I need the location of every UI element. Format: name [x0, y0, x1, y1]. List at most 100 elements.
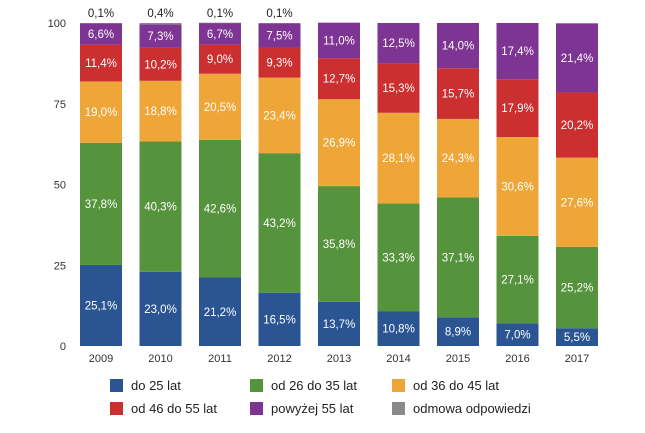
- data-label-2016-0: 7,0%: [504, 330, 530, 342]
- data-label-2010-4: 7,3%: [147, 31, 173, 43]
- data-label-2015-3: 15,7%: [442, 89, 475, 101]
- data-label-2011-4: 6,7%: [207, 29, 233, 41]
- legend-item-odmowa-odpowiedzi: odmowa odpowiedzi: [392, 399, 531, 417]
- data-label-2013-3: 12,7%: [323, 74, 356, 86]
- data-label-2012-2: 23,4%: [263, 110, 296, 122]
- y-tick-label: 75: [54, 99, 66, 111]
- bar-segment-2012-5: [258, 23, 301, 24]
- bar-segment-2009-1: [80, 142, 122, 265]
- legend-item-od-26-do-35-lat: od 26 do 35 lat: [250, 376, 357, 394]
- bar-segment-2011-4: [199, 23, 241, 45]
- bar-segment-2016-4: [496, 23, 539, 80]
- data-label-2016-1: 27,1%: [501, 275, 534, 287]
- data-label-2011-5: 0,1%: [207, 8, 233, 20]
- data-label-2016-2: 30,6%: [501, 181, 534, 193]
- data-label-2017-4: 21,4%: [561, 53, 594, 65]
- legend-item-powyzej-55-lat: powyżej 55 lat: [250, 399, 353, 417]
- y-tick-label: 50: [54, 180, 66, 192]
- legend-label: od 46 do 55 lat: [131, 400, 218, 416]
- x-tick-label: 2014: [386, 353, 410, 365]
- bar-segment-2016-2: [496, 137, 539, 236]
- data-label-2017-1: 25,2%: [561, 283, 594, 295]
- legend-item-od-36-do-45-lat: od 36 do 45 lat: [392, 376, 499, 394]
- x-tick-label: 2016: [505, 353, 529, 365]
- data-label-2011-0: 21,2%: [204, 307, 237, 319]
- bar-segment-2016-1: [496, 235, 539, 324]
- x-tick-label: 2012: [267, 353, 291, 365]
- legend-swatch: [250, 378, 263, 392]
- bar-segment-2017-1: [556, 246, 598, 329]
- bar-segment-2013-4: [318, 22, 360, 59]
- data-label-2013-1: 35,8%: [323, 239, 356, 251]
- bar-segment-2009-3: [80, 44, 122, 82]
- data-label-2015-4: 14,0%: [442, 41, 475, 53]
- data-label-2014-1: 33,3%: [382, 252, 415, 264]
- bar-segment-2017-2: [556, 157, 598, 247]
- bar-segment-2014-0: [377, 311, 420, 346]
- bar-segment-2012-0: [258, 292, 301, 346]
- y-tick-label: 25: [54, 260, 66, 272]
- bar-segment-2010-3: [139, 47, 182, 81]
- legend: do 25 lat od 26 do 35 lat od 36 do 45 la…: [0, 368, 645, 428]
- bar-segment-2015-3: [437, 68, 479, 119]
- bar-segment-2013-1: [318, 186, 360, 302]
- data-label-2012-1: 43,2%: [263, 218, 296, 230]
- legend-label: od 36 do 45 lat: [413, 377, 500, 393]
- data-label-2009-2: 19,0%: [85, 107, 118, 119]
- data-label-2009-3: 11,4%: [85, 58, 117, 70]
- bar-segment-2009-0: [80, 264, 122, 346]
- legend-swatch: [250, 401, 263, 415]
- legend-item-do-25-lat: do 25 lat: [110, 376, 181, 394]
- bar-segment-2014-3: [377, 63, 420, 113]
- bar-segment-2017-4: [556, 23, 598, 93]
- bar-segment-2011-5: [199, 22, 241, 24]
- bar-segment-2009-5: [80, 23, 122, 24]
- legend-swatch: [110, 378, 123, 392]
- data-label-2012-4: 7,5%: [266, 30, 292, 42]
- bar-segment-2012-2: [258, 77, 301, 154]
- data-label-2010-0: 23,0%: [144, 304, 177, 316]
- data-label-2009-0: 25,1%: [85, 300, 118, 312]
- bar-segment-2010-2: [139, 80, 182, 142]
- x-tick-label: 2017: [565, 353, 589, 365]
- data-label-2017-0: 5,5%: [564, 332, 590, 344]
- bar-segment-2015-0: [437, 317, 479, 346]
- data-label-2014-4: 12,5%: [382, 38, 415, 50]
- x-tick-label: 2013: [327, 353, 351, 365]
- data-label-2017-3: 20,2%: [561, 120, 594, 132]
- bar-segment-2016-0: [496, 323, 539, 346]
- bar-segment-2012-4: [258, 23, 301, 48]
- data-label-2012-5: 0,1%: [266, 8, 292, 20]
- data-label-2017-2: 27,6%: [561, 197, 594, 209]
- legend-label: do 25 lat: [131, 377, 181, 393]
- data-label-2013-2: 26,9%: [323, 138, 356, 150]
- legend-label: od 26 do 35 lat: [271, 377, 358, 393]
- bar-segment-2013-3: [318, 58, 360, 100]
- bar-segment-2014-2: [377, 112, 420, 204]
- bar-segment-2010-1: [139, 141, 182, 272]
- bar-segment-2014-1: [377, 203, 420, 312]
- data-label-2009-1: 37,8%: [85, 199, 118, 211]
- data-label-2015-2: 24,3%: [442, 153, 475, 165]
- bar-segment-2012-3: [258, 47, 301, 78]
- data-label-2012-0: 16,5%: [263, 314, 296, 326]
- data-label-2013-0: 13,7%: [323, 319, 356, 331]
- x-tick-label: 2011: [208, 353, 232, 365]
- data-label-2015-1: 37,1%: [442, 252, 475, 264]
- bar-segment-2010-5: [139, 23, 182, 25]
- data-label-2010-2: 18,8%: [144, 106, 177, 118]
- bar-segment-2011-3: [199, 44, 241, 74]
- data-label-2011-2: 20,5%: [204, 102, 237, 114]
- bar-segment-2014-4: [377, 23, 420, 64]
- x-tick-label: 2009: [89, 353, 113, 365]
- data-label-2009-4: 6,6%: [88, 29, 114, 41]
- bar-segment-2009-2: [80, 81, 122, 143]
- data-label-2013-4: 11,0%: [323, 35, 355, 47]
- data-label-2014-3: 15,3%: [382, 83, 415, 95]
- bar-segment-2011-0: [199, 277, 241, 346]
- bar-segment-2010-4: [139, 24, 182, 48]
- data-label-2016-4: 17,4%: [501, 46, 534, 58]
- bar-segment-2010-0: [139, 271, 182, 346]
- data-label-2014-2: 28,1%: [382, 153, 415, 165]
- x-tick-label: 2010: [148, 353, 172, 365]
